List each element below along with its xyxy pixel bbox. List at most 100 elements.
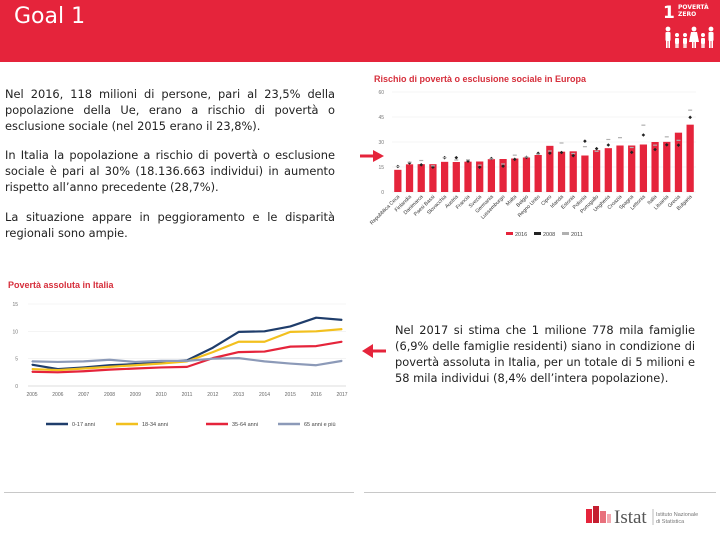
europe-bar (440, 161, 449, 192)
europe-marker-2008 (641, 133, 646, 137)
europe-marker-2008 (594, 146, 599, 151)
italy-point (289, 346, 291, 348)
italy-point (263, 350, 266, 353)
italy-point (134, 367, 136, 370)
italy-x-tick-label: 2012 (207, 392, 218, 398)
europe-legend-label: 2016 (515, 232, 527, 238)
italy-x-tick-label: 2016 (311, 392, 322, 398)
italy-point (31, 368, 33, 370)
europe-marker-2008 (676, 143, 681, 147)
europe-bar (546, 145, 554, 192)
europe-marker-2008 (664, 143, 669, 147)
istat-logo-name: Istat (614, 507, 647, 528)
italy-x-tick-label: 2011 (182, 392, 193, 398)
italy-point (108, 366, 111, 368)
footer-divider-right (364, 492, 716, 493)
italy-point (238, 357, 240, 359)
page-title: Goal 1 (14, 4, 86, 29)
italy-x-tick-label: 2005 (26, 392, 37, 398)
italy-point (341, 360, 343, 362)
europe-bar (557, 151, 566, 192)
italy-point (315, 345, 317, 347)
italy-point (315, 317, 317, 319)
italy-point (57, 369, 59, 371)
italy-legend-label: 35-64 anni (232, 422, 258, 428)
italy-point (289, 362, 291, 365)
italy-point (57, 361, 59, 363)
europe-bar (604, 148, 612, 192)
italy-point (341, 328, 343, 330)
italy-x-tick-label: 2015 (285, 392, 296, 398)
footer-divider-left (4, 492, 354, 493)
europe-bar (581, 155, 589, 192)
europe-legend-swatch (534, 232, 541, 235)
italy-point (134, 364, 136, 366)
italy-point (263, 330, 266, 332)
italy-y-tick-label: 15 (12, 302, 18, 308)
italy-point (108, 359, 111, 361)
italy-point (160, 366, 162, 369)
italy-point (160, 360, 162, 362)
europe-marker-2008 (606, 143, 611, 147)
europe-bar (476, 161, 484, 192)
europe-bar (522, 157, 531, 192)
italy-point (134, 361, 136, 363)
italy-x-tick-label: 2010 (156, 392, 167, 398)
europe-bar (452, 162, 460, 192)
italy-point (83, 367, 85, 370)
italy-point (212, 358, 214, 360)
italy-x-tick-label: 2013 (233, 392, 244, 398)
europe-bar (487, 159, 496, 192)
italy-point (160, 362, 162, 365)
europe-bar (592, 150, 601, 192)
istat-logo-subtitle-1: Istituto Nazionale (656, 512, 698, 518)
istat-logo-subtitle-2: di Statistica (656, 519, 685, 525)
arrow-left-icon (362, 344, 386, 358)
italy-point (83, 360, 85, 362)
trend-paragraph: La situazione appare in peggioramento e … (5, 210, 335, 240)
italy-x-tick-label: 2006 (52, 392, 63, 398)
italy-point (186, 360, 188, 362)
italy-y-tick-label: 5 (15, 357, 18, 363)
europe-bar (499, 159, 507, 192)
europe-y-tick-label: 60 (378, 90, 384, 96)
italy-legend-label: 65 anni e più (304, 422, 336, 428)
italy-x-tick-label: 2017 (336, 392, 347, 398)
absolute-poverty-paragraph: Nel 2017 si stima che 1 milione 778 mila… (395, 323, 695, 385)
italy-legend-label: 18-34 anni (142, 422, 168, 428)
italy-point (341, 341, 343, 343)
europe-bar (429, 164, 437, 192)
europe-bar (686, 124, 694, 192)
italy-point (108, 369, 111, 371)
europe-bar (511, 158, 519, 192)
europe-bar (394, 169, 402, 192)
europe-marker-2008 (501, 164, 505, 168)
italy-chart-title: Povertà assoluta in Italia (8, 280, 114, 290)
italy-point (263, 341, 266, 343)
europe-marker-2008 (583, 139, 587, 143)
italy-y-tick-label: 0 (15, 384, 18, 390)
italy-x-tick-label: 2014 (259, 392, 270, 398)
italy-legend-label: 0-17 anni (72, 422, 95, 428)
istat-logo-mark (586, 506, 611, 523)
europe-bar (405, 164, 414, 192)
europe-bar (628, 145, 636, 192)
italy-point (83, 370, 85, 372)
italy-point (108, 364, 111, 366)
italy-y-tick-label: 10 (12, 329, 18, 335)
europe-bar (464, 161, 472, 192)
italy-point (238, 331, 240, 333)
italy-x-tick-label: 2007 (78, 392, 89, 398)
europe-marker-2008 (688, 115, 692, 120)
italy-point (289, 331, 291, 333)
europe-legend-label: 2008 (543, 232, 555, 238)
europe-bar (534, 155, 542, 192)
europe-bar (569, 151, 577, 192)
europe-legend-swatch (506, 232, 513, 235)
europe-marker-2008 (454, 155, 459, 160)
header-bar: Goal 1 1 POVERTÀ ZERO (0, 0, 720, 62)
arrow-right-icon (360, 150, 384, 162)
europe-bar (674, 132, 683, 192)
italy-point (31, 364, 33, 366)
